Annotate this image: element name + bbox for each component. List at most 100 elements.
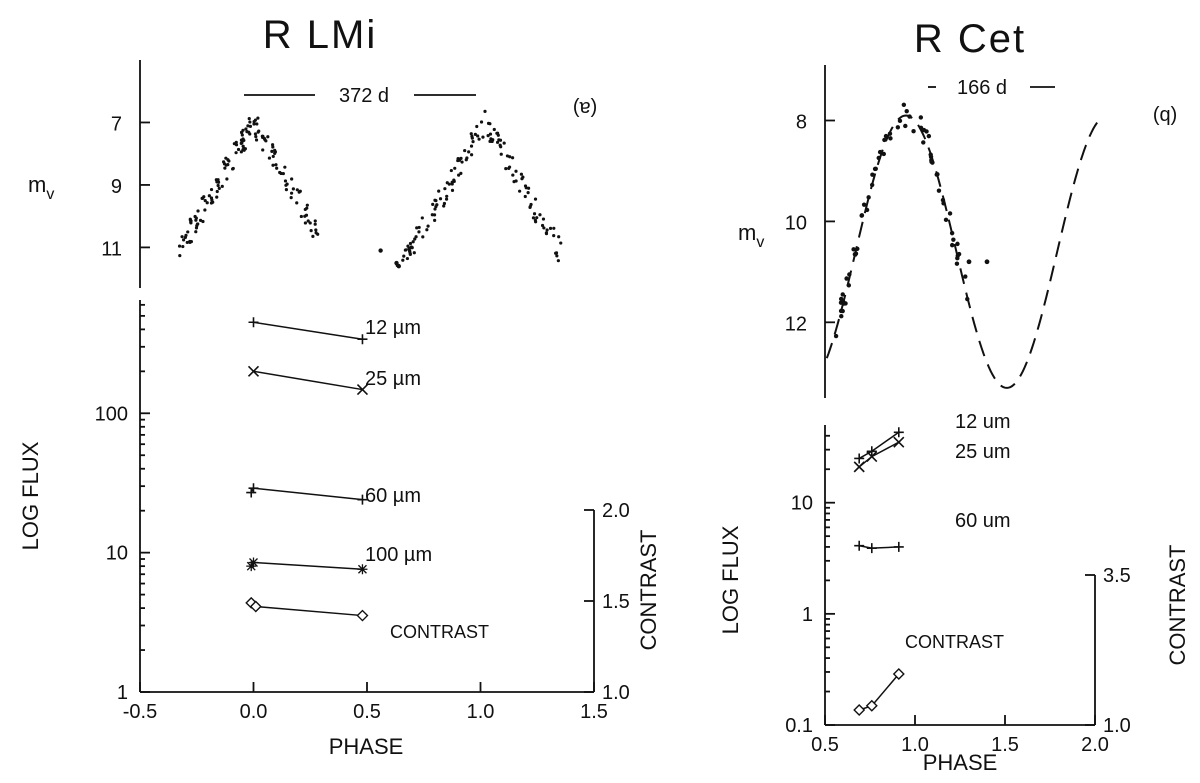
model-light-curve — [825, 114, 1102, 389]
lc-point — [476, 134, 480, 138]
lc-point — [378, 248, 383, 253]
lc-point — [855, 246, 860, 251]
lc-point — [189, 219, 193, 223]
lc-point — [847, 272, 852, 277]
lc-point — [232, 142, 236, 146]
lc-point — [420, 216, 424, 220]
lc-point — [453, 166, 457, 170]
x-tick-label: 1.5 — [580, 701, 608, 723]
lc-point — [408, 241, 413, 246]
lc-point — [313, 222, 317, 226]
lc-point — [244, 127, 248, 131]
lc-point — [888, 136, 893, 141]
lc-point — [861, 202, 867, 207]
lc-point — [240, 133, 244, 137]
lc-point — [243, 147, 247, 151]
lc-point — [508, 155, 512, 159]
contrast-point — [892, 668, 905, 680]
series-line — [250, 487, 363, 501]
lc-point — [445, 194, 449, 198]
lc-point — [883, 133, 889, 139]
data-point — [246, 561, 257, 572]
flux-series — [853, 427, 905, 716]
lc-point — [182, 238, 186, 242]
lc-point — [442, 201, 447, 206]
lc-point — [450, 182, 454, 186]
series-label-12um: 12 µm — [365, 317, 421, 339]
x-tick-label: 0.0 — [240, 701, 268, 723]
data-point — [866, 446, 877, 457]
lc-point — [510, 156, 515, 160]
lc-point — [256, 130, 260, 134]
lc-point — [234, 151, 238, 155]
lc-point — [209, 196, 214, 200]
series-label-60um: 60 um — [955, 510, 1011, 532]
lc-point — [838, 296, 844, 302]
lc-point — [524, 186, 528, 190]
lc-point — [409, 246, 414, 250]
lc-point — [421, 235, 425, 239]
lc-point — [289, 196, 293, 200]
lc-point — [940, 197, 946, 203]
lc-point — [459, 171, 463, 176]
data-point — [853, 461, 865, 473]
x-tick-label: 1.0 — [901, 734, 929, 756]
lightcurve-ylabel: mv — [738, 220, 764, 251]
lc-point — [499, 152, 503, 156]
lc-point — [200, 196, 204, 200]
y-tick-label: 1 — [117, 682, 128, 704]
lc-point — [464, 158, 468, 162]
period-label: 166 d — [957, 77, 1007, 99]
lc-point — [248, 120, 252, 124]
lc-point — [956, 251, 962, 257]
flux-ylabel: LOG FLUX — [18, 441, 43, 550]
contrast-tick-label: 1.5 — [602, 591, 630, 613]
lc-point — [196, 209, 200, 213]
series-line — [253, 370, 363, 391]
lc-point — [449, 168, 453, 173]
lc-point — [256, 116, 260, 120]
lc-point — [442, 204, 446, 208]
lc-point — [477, 137, 481, 141]
lc-point — [486, 134, 490, 138]
x-tick-label: 0.5 — [811, 734, 839, 756]
lc-point — [311, 234, 315, 238]
lc-point — [239, 138, 244, 142]
lc-point — [526, 190, 530, 195]
lc-point — [904, 108, 909, 114]
lc-point — [887, 131, 893, 136]
data-point — [246, 487, 257, 498]
lc-point — [918, 115, 924, 120]
lc-point — [425, 228, 429, 232]
lc-point — [544, 232, 549, 236]
lc-point — [557, 235, 561, 239]
y-ticks: 0.1 1 10 — [785, 434, 835, 737]
contrast-line — [858, 673, 900, 711]
lc-point — [274, 163, 278, 167]
lc-point — [955, 241, 960, 247]
lc-point — [963, 274, 968, 279]
lc-point — [289, 191, 294, 195]
lc-point — [463, 148, 467, 153]
lc-point — [882, 137, 887, 143]
lc-point — [864, 207, 870, 213]
lc-point — [303, 207, 307, 212]
lc-point — [443, 187, 447, 191]
lc-point — [201, 219, 205, 224]
lc-tick-label: 11 — [101, 238, 122, 260]
lightcurve-y-ticks: 7 9 11 — [101, 113, 150, 260]
lc-point — [869, 182, 875, 188]
lc-point — [949, 242, 955, 248]
lc-point — [253, 118, 257, 122]
lc-point — [178, 254, 182, 258]
data-point — [357, 334, 368, 345]
x-tick-label: 2.0 — [1081, 734, 1109, 756]
lc-point — [405, 256, 410, 261]
lc-point — [507, 165, 512, 169]
contrast-tick-label: 3.5 — [1103, 565, 1131, 587]
lc-point — [394, 260, 399, 266]
lc-point — [535, 216, 539, 220]
lc-tick-label: 12 — [785, 313, 807, 335]
lc-point — [177, 244, 182, 248]
